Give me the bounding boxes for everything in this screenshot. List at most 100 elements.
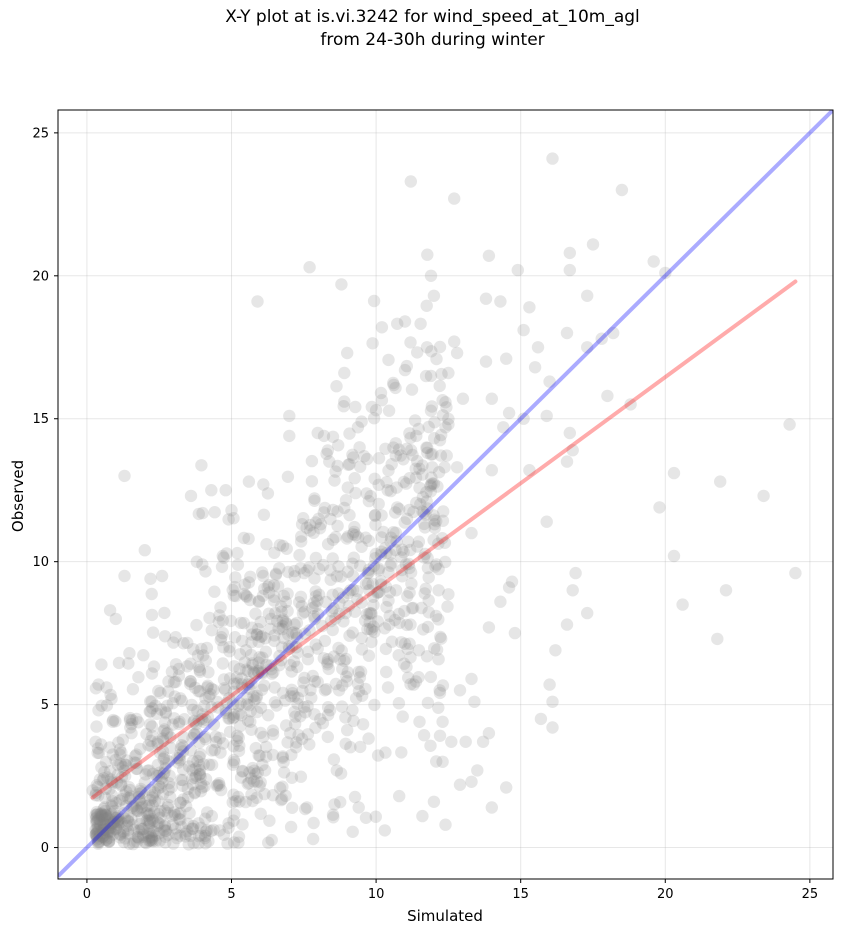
data-point [442,412,455,426]
data-point [312,562,326,576]
data-point [404,543,417,557]
data-point [387,441,400,454]
data-point [279,789,292,802]
data-point [402,671,415,684]
data-point [349,400,362,414]
data-point [281,587,294,600]
data-point [360,487,373,500]
data-point [118,469,131,483]
data-point [130,803,144,816]
data-point [371,615,384,628]
data-point [420,495,433,508]
data-point [417,729,431,742]
data-point [158,766,171,779]
data-point [317,506,330,519]
data-point [156,776,169,789]
data-point [249,741,262,755]
data-point [147,825,161,838]
data-point [398,516,411,529]
data-point [398,315,412,328]
data-point [150,707,164,720]
data-point [337,615,350,628]
data-point [159,830,172,843]
data-point [502,406,516,420]
data-point [227,660,241,673]
data-point [275,792,289,806]
data-point [102,811,115,824]
data-point [251,705,264,719]
data-point [162,783,175,796]
data-point [106,777,119,790]
data-point [101,825,115,838]
data-point [232,790,245,804]
data-point [197,758,210,771]
data-point [99,782,112,795]
data-point [98,791,112,804]
data-point [164,790,177,804]
data-point [374,578,388,591]
data-point [127,823,141,836]
data-point [392,697,406,710]
data-point [349,692,363,705]
data-point [168,690,181,703]
data-point [265,663,278,676]
data-point [250,628,264,642]
data-point [115,746,128,759]
data-point [276,780,289,793]
data-point [104,821,118,834]
data-point [130,712,143,726]
data-point [204,688,217,701]
data-point [146,791,159,804]
data-point [439,421,452,434]
data-point [305,691,318,704]
data-point [158,716,172,729]
data-point [213,731,226,745]
data-point [303,561,316,574]
data-point [410,496,423,509]
data-point [415,601,428,615]
identity-line [58,110,833,878]
data-point [113,748,127,761]
data-point [227,685,240,699]
data-point [117,807,130,820]
data-point [162,675,175,688]
data-point [193,763,207,777]
data-point [140,799,153,813]
data-point [364,490,377,503]
data-point [408,414,422,427]
data-point [237,531,251,545]
data-point [348,605,362,618]
data-point [328,474,341,487]
data-point [281,604,294,618]
data-point [262,709,275,722]
data-point [288,717,302,731]
data-point [124,721,137,734]
data-point [153,817,166,830]
data-point [103,604,117,617]
data-point [132,824,146,837]
data-point [375,509,388,522]
data-point [304,524,317,537]
data-point [563,263,576,277]
data-point [494,595,507,608]
data-point [227,814,240,827]
data-point [294,562,307,575]
data-point [380,600,393,614]
data-point [292,729,305,742]
data-point [282,565,295,579]
data-point [92,678,105,691]
data-point [97,802,110,816]
data-point [107,816,121,829]
data-point [369,547,382,561]
data-point [89,827,103,840]
data-point [109,796,123,810]
data-point [157,823,171,836]
data-point [111,768,125,781]
data-point [190,555,203,568]
data-point [104,824,118,838]
data-point [385,635,399,648]
data-point [129,756,143,770]
data-point [194,821,208,834]
data-point [342,458,355,471]
data-point [268,546,281,559]
